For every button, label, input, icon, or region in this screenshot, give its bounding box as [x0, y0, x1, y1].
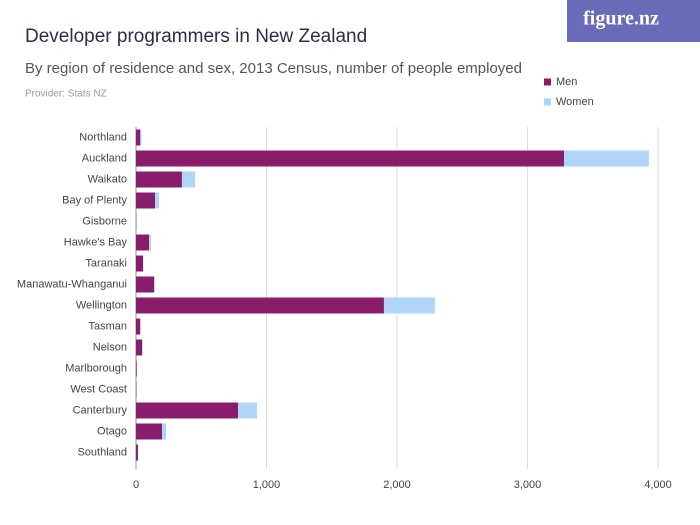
- y-tick-label: West Coast: [70, 383, 127, 395]
- chart-title: Developer programmers in New Zealand: [25, 26, 367, 47]
- bar-segment: [136, 276, 155, 293]
- bar-segment: [149, 234, 152, 251]
- y-tick-label: Wellington: [76, 299, 127, 311]
- bar-segment: [136, 360, 137, 377]
- source: Provider: Stats NZ: [25, 89, 107, 100]
- legend-label: Men: [556, 76, 577, 88]
- logo-box: [567, 0, 700, 42]
- y-tick-label: Taranaki: [85, 257, 127, 269]
- bar-segment: [136, 150, 565, 167]
- legend-swatch: [544, 78, 551, 86]
- legend-label: Women: [556, 96, 594, 108]
- y-tick-label: Canterbury: [73, 404, 128, 416]
- y-tick-label: Hawke's Bay: [64, 236, 128, 248]
- bar-segment: [154, 276, 156, 293]
- bar-segment: [155, 192, 159, 209]
- bar-segment: [136, 339, 143, 356]
- bar-segment: [136, 402, 239, 419]
- y-tick-label: Tasman: [88, 320, 127, 332]
- y-tick-label: Otago: [97, 425, 127, 437]
- bar-segment: [136, 255, 144, 272]
- bar-segment: [162, 423, 167, 440]
- y-tick-label: Northland: [79, 131, 127, 143]
- y-tick-label: Marlborough: [65, 362, 127, 374]
- y-tick-label: Auckland: [82, 152, 127, 164]
- x-tick-label: 0: [133, 479, 139, 491]
- bar-segment: [136, 444, 138, 461]
- x-tick-label: 2,000: [383, 479, 411, 491]
- y-tick-label: Gisborne: [82, 215, 127, 227]
- legend-swatch: [544, 98, 551, 106]
- y-tick-label: Waikato: [88, 173, 127, 185]
- bar-segment: [136, 297, 384, 314]
- y-tick-label: Manawatu-Whanganui: [17, 278, 127, 290]
- y-tick-label: Bay of Plenty: [62, 194, 127, 206]
- bar-segment: [136, 171, 182, 188]
- bar-segment: [564, 150, 649, 167]
- bar-segment: [140, 129, 142, 146]
- bar-segment: [383, 297, 435, 314]
- logo: figure.nz: [583, 8, 659, 30]
- x-tick-label: 4,000: [644, 479, 672, 491]
- bar-segment: [136, 318, 141, 335]
- bar-segment: [136, 423, 163, 440]
- bar-segment: [136, 234, 150, 251]
- bar-segment: [238, 402, 257, 419]
- x-tick-label: 1,000: [253, 479, 281, 491]
- y-tick-label: Nelson: [93, 341, 127, 353]
- y-tick-label: Southland: [77, 446, 127, 458]
- bar-segment: [136, 129, 141, 146]
- bar-segment: [142, 339, 143, 356]
- subtitle: By region of residence and sex, 2013 Cen…: [25, 60, 522, 77]
- bar-segment: [136, 192, 156, 209]
- bar-segment: [181, 171, 195, 188]
- x-tick-label: 3,000: [514, 479, 542, 491]
